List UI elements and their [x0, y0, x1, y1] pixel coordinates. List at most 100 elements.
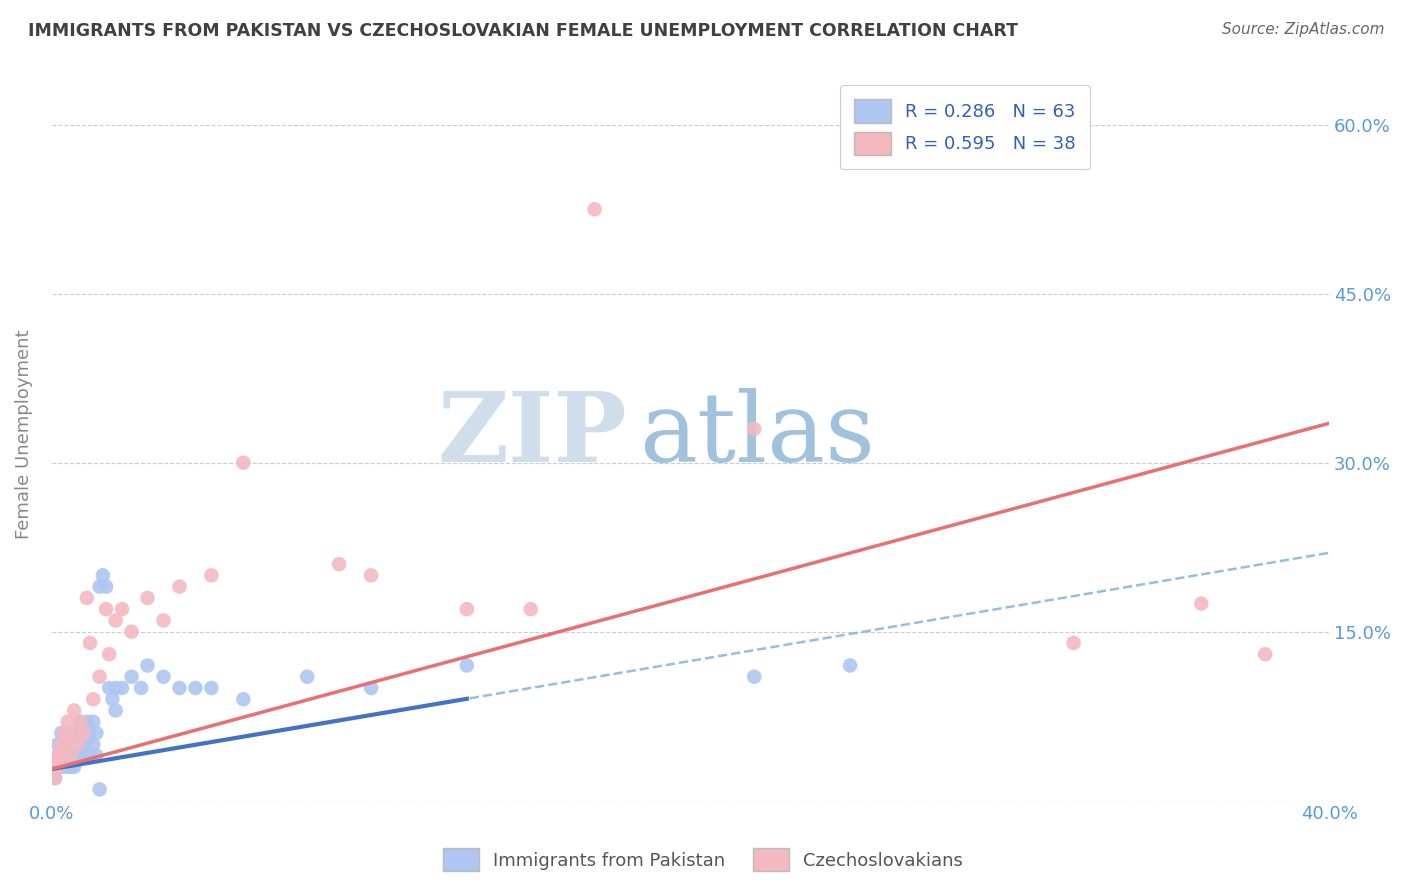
Text: IMMIGRANTS FROM PAKISTAN VS CZECHOSLOVAKIAN FEMALE UNEMPLOYMENT CORRELATION CHAR: IMMIGRANTS FROM PAKISTAN VS CZECHOSLOVAK… [28, 22, 1018, 40]
Point [63, 737, 86, 751]
Point [121, 670, 143, 684]
Point [59, 748, 82, 763]
Point [232, 456, 254, 470]
Point [76, 591, 98, 605]
Point [456, 658, 478, 673]
Point [51, 748, 73, 763]
Point [94, 580, 117, 594]
Point [152, 614, 174, 628]
Point [519, 602, 541, 616]
Text: Source: ZipAtlas.com: Source: ZipAtlas.com [1222, 22, 1385, 37]
Point [152, 670, 174, 684]
Point [66, 737, 89, 751]
Point [53, 760, 76, 774]
Point [56, 726, 79, 740]
Point [86, 748, 108, 763]
Point [169, 681, 191, 695]
Point [46, 748, 69, 763]
Point [136, 591, 159, 605]
Point [111, 602, 134, 616]
Point [56, 737, 79, 751]
Point [53, 737, 76, 751]
Point [136, 658, 159, 673]
Point [51, 760, 73, 774]
Point [44, 760, 66, 774]
Point [44, 771, 66, 785]
Point [59, 760, 82, 774]
Point [44, 760, 66, 774]
Point [82, 692, 104, 706]
Point [69, 748, 91, 763]
Point [46, 748, 69, 763]
Point [56, 726, 79, 740]
Point [89, 670, 111, 684]
Point [66, 726, 89, 740]
Point [121, 624, 143, 639]
Point [328, 557, 350, 571]
Point [73, 726, 96, 740]
Point [73, 748, 96, 763]
Point [839, 658, 862, 673]
Point [94, 602, 117, 616]
Point [101, 692, 124, 706]
Point [76, 714, 98, 729]
Point [89, 782, 111, 797]
Point [742, 422, 765, 436]
Point [56, 760, 79, 774]
Point [59, 737, 82, 751]
Point [59, 748, 82, 763]
Text: atlas: atlas [640, 387, 876, 482]
Point [63, 760, 86, 774]
Point [53, 726, 76, 740]
Point [73, 726, 96, 740]
Point [742, 670, 765, 684]
Point [82, 737, 104, 751]
Point [53, 737, 76, 751]
Point [360, 681, 382, 695]
Point [1254, 647, 1277, 661]
Point [104, 614, 127, 628]
Point [46, 748, 69, 763]
Point [69, 737, 91, 751]
Point [66, 748, 89, 763]
Legend: R = 0.286   N = 63, R = 0.595   N = 38: R = 0.286 N = 63, R = 0.595 N = 38 [839, 85, 1090, 169]
Point [69, 714, 91, 729]
Point [46, 760, 69, 774]
Point [44, 771, 66, 785]
Point [79, 726, 101, 740]
Point [98, 647, 121, 661]
Point [59, 726, 82, 740]
Point [111, 681, 134, 695]
Point [89, 580, 111, 594]
Legend: Immigrants from Pakistan, Czechoslovakians: Immigrants from Pakistan, Czechoslovakia… [436, 841, 970, 879]
Point [56, 714, 79, 729]
Point [86, 726, 108, 740]
Point [104, 704, 127, 718]
Point [295, 670, 318, 684]
Point [63, 726, 86, 740]
Point [129, 681, 152, 695]
Point [169, 580, 191, 594]
Text: ZIP: ZIP [437, 387, 627, 482]
Point [98, 681, 121, 695]
Point [66, 737, 89, 751]
Point [91, 568, 114, 582]
Y-axis label: Female Unemployment: Female Unemployment [15, 330, 32, 540]
Point [69, 714, 91, 729]
Point [200, 568, 222, 582]
Point [583, 202, 606, 217]
Point [200, 681, 222, 695]
Point [51, 737, 73, 751]
Point [79, 748, 101, 763]
Point [1189, 597, 1212, 611]
Point [184, 681, 207, 695]
Point [63, 726, 86, 740]
Point [79, 636, 101, 650]
Point [51, 748, 73, 763]
Point [360, 568, 382, 582]
Point [82, 714, 104, 729]
Point [232, 692, 254, 706]
Point [51, 726, 73, 740]
Point [63, 704, 86, 718]
Point [104, 681, 127, 695]
